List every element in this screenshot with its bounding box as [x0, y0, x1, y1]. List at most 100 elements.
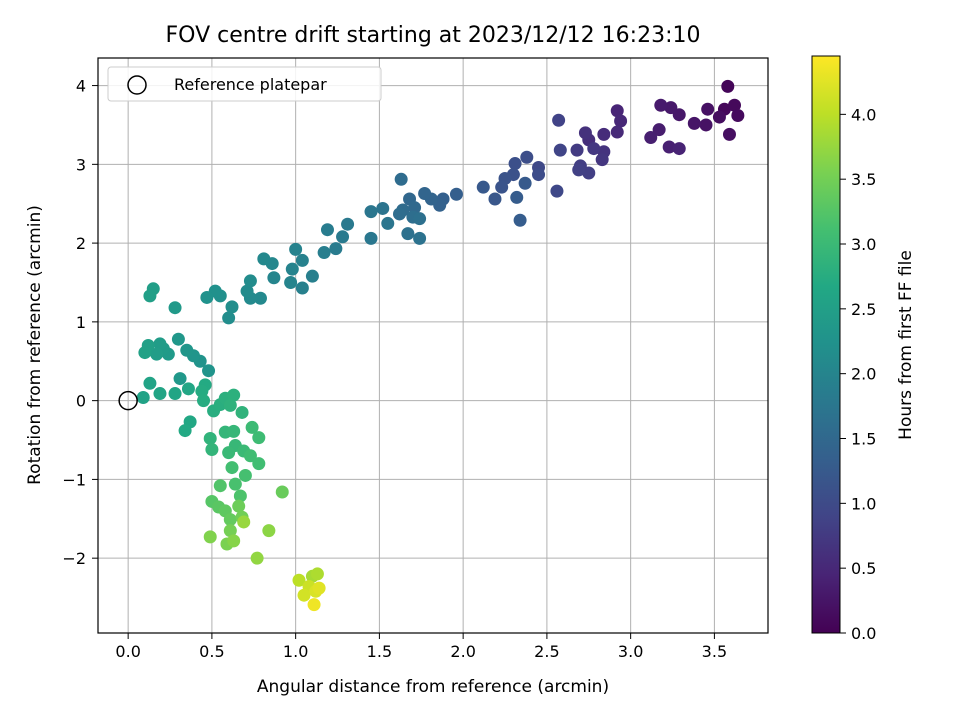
data-point	[644, 131, 658, 145]
y-tick-label: 2	[76, 234, 86, 253]
data-point	[136, 390, 150, 404]
data-point	[488, 192, 502, 206]
colorbar-tick-label: 2.0	[851, 365, 876, 384]
data-point	[171, 332, 185, 346]
data-point	[233, 489, 247, 503]
data-point	[253, 291, 267, 305]
data-point	[520, 150, 534, 164]
y-axis-label: Rotation from reference (arcmin)	[25, 205, 45, 485]
data-point	[518, 176, 532, 190]
colorbar-tick-label: 0.5	[851, 559, 876, 578]
data-point	[722, 127, 736, 141]
data-point	[610, 104, 624, 118]
data-point	[401, 227, 415, 241]
data-points	[118, 79, 745, 612]
data-point	[595, 153, 609, 167]
data-point	[205, 442, 219, 456]
data-point	[202, 364, 216, 378]
data-point	[203, 431, 217, 445]
x-tick-label: 0.5	[199, 642, 224, 661]
data-point	[305, 269, 319, 283]
data-point	[449, 187, 463, 201]
data-point	[237, 515, 251, 529]
data-point	[222, 311, 236, 325]
legend-box	[107, 66, 382, 102]
colorbar-tick-label: 1.5	[851, 430, 876, 449]
data-point	[153, 337, 167, 351]
data-point	[213, 479, 227, 493]
y-tick-label: 0	[76, 392, 86, 411]
data-point	[394, 172, 408, 186]
data-point	[336, 230, 350, 244]
data-point	[252, 457, 266, 471]
data-point	[312, 581, 326, 595]
data-point	[178, 424, 192, 438]
data-point	[664, 101, 678, 115]
legend-marker-open-circle	[127, 75, 147, 95]
data-point	[341, 217, 355, 231]
data-point	[168, 387, 182, 401]
data-point	[393, 207, 406, 221]
data-point	[495, 180, 509, 194]
data-point	[587, 142, 601, 156]
colorbar	[811, 55, 841, 634]
data-point	[364, 231, 378, 245]
data-point	[227, 388, 241, 402]
data-point	[153, 387, 167, 401]
data-point	[582, 166, 596, 180]
data-point	[728, 98, 741, 112]
x-tick-label: 2.0	[450, 642, 475, 661]
data-point	[712, 110, 726, 124]
data-point	[476, 180, 490, 194]
data-point	[307, 598, 321, 612]
data-point	[578, 126, 592, 140]
colorbar-tick-label: 3.5	[851, 170, 876, 189]
data-point	[295, 281, 309, 295]
data-point	[597, 127, 611, 141]
data-point	[222, 446, 236, 460]
data-point	[701, 102, 715, 116]
data-point	[257, 252, 271, 266]
plot-frame	[97, 57, 769, 634]
y-tick-label: 4	[76, 77, 86, 96]
x-tick-label: 0.0	[115, 642, 140, 661]
data-point	[672, 142, 686, 156]
data-point	[150, 347, 164, 361]
data-point	[223, 524, 237, 538]
y-tick-label: 1	[76, 313, 86, 332]
x-tick-label: 3.5	[702, 642, 727, 661]
data-point	[513, 213, 527, 227]
data-point	[262, 524, 276, 538]
data-point	[243, 449, 257, 463]
x-tick-label: 1.0	[283, 642, 308, 661]
data-point	[721, 79, 735, 93]
x-axis-label: Angular distance from reference (arcmin)	[257, 677, 609, 697]
data-point	[243, 274, 257, 288]
data-point	[173, 372, 187, 386]
data-point	[223, 513, 237, 527]
data-point	[610, 125, 624, 139]
data-point	[168, 301, 182, 315]
data-point	[232, 499, 246, 513]
data-point	[418, 186, 432, 200]
legend-label: Reference platepar	[174, 75, 327, 94]
data-point	[197, 394, 211, 408]
chart-title: FOV centre drift starting at 2023/12/12 …	[166, 23, 701, 48]
colorbar-tick-label: 3.0	[851, 235, 876, 254]
data-point	[550, 184, 564, 198]
data-point	[376, 201, 390, 215]
data-point	[203, 530, 217, 544]
data-point	[267, 271, 281, 285]
data-point	[289, 242, 303, 256]
y-tick-label: 3	[76, 155, 86, 174]
data-point	[240, 284, 254, 298]
data-point	[614, 114, 628, 128]
data-point	[275, 485, 289, 499]
data-point	[652, 123, 666, 137]
data-point	[310, 567, 324, 581]
data-point	[532, 168, 546, 182]
data-point	[228, 477, 242, 491]
data-point	[138, 346, 152, 360]
data-point	[238, 468, 252, 482]
data-point	[662, 140, 676, 154]
